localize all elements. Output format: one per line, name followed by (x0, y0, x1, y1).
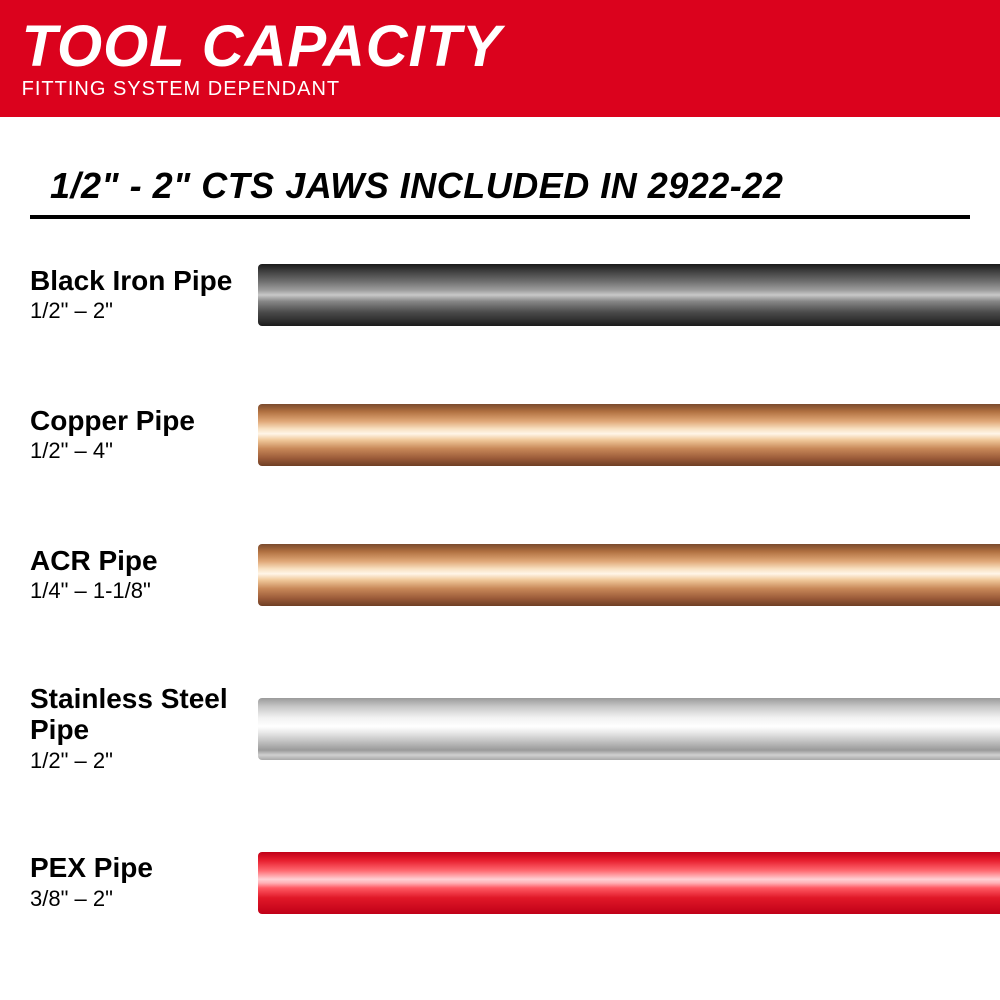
pipe-visual-col (258, 852, 1000, 914)
pipe-row: PEX Pipe 3/8" – 2" (0, 852, 1000, 914)
pipe-label-col: Black Iron Pipe 1/2" – 2" (30, 266, 258, 325)
pipe-visual-col (258, 544, 1000, 606)
pipe-bar-stainless (258, 698, 1000, 760)
pipe-label-col: Stainless Steel Pipe 1/2" – 2" (30, 684, 258, 774)
pipe-visual-col (258, 264, 1000, 326)
pipe-row: ACR Pipe 1/4" – 1-1/8" (0, 544, 1000, 606)
pipe-label-col: PEX Pipe 3/8" – 2" (30, 853, 258, 912)
header-inner: TOOL CAPACITY FITTING SYSTEM DEPENDANT (22, 18, 1000, 101)
pipe-bar-copper (258, 404, 1000, 466)
page-title: TOOL CAPACITY (22, 18, 1000, 76)
pipe-label-col: ACR Pipe 1/4" – 1-1/8" (30, 546, 258, 605)
page-subtitle: FITTING SYSTEM DEPENDANT (22, 78, 1000, 101)
pipe-list: Black Iron Pipe 1/2" – 2" Copper Pipe 1/… (0, 264, 1000, 914)
section-divider (30, 215, 970, 219)
header-banner: TOOL CAPACITY FITTING SYSTEM DEPENDANT (0, 0, 1000, 117)
pipe-range: 1/2" – 2" (30, 748, 258, 774)
pipe-bar-pex (258, 852, 1000, 914)
pipe-row: Copper Pipe 1/2" – 4" (0, 404, 1000, 466)
pipe-bar-acr (258, 544, 1000, 606)
pipe-range: 1/2" – 2" (30, 298, 258, 324)
pipe-range: 1/2" – 4" (30, 438, 258, 464)
pipe-range: 1/4" – 1-1/8" (30, 578, 258, 604)
pipe-visual-col (258, 698, 1000, 760)
pipe-row: Black Iron Pipe 1/2" – 2" (0, 264, 1000, 326)
pipe-name: PEX Pipe (30, 853, 258, 884)
pipe-name: Black Iron Pipe (30, 266, 258, 297)
pipe-visual-col (258, 404, 1000, 466)
pipe-name: Stainless Steel Pipe (30, 684, 258, 746)
pipe-name: ACR Pipe (30, 546, 258, 577)
pipe-range: 3/8" – 2" (30, 886, 258, 912)
pipe-bar-black-iron (258, 264, 1000, 326)
pipe-row: Stainless Steel Pipe 1/2" – 2" (0, 684, 1000, 774)
section-heading: 1/2" - 2" CTS JAWS INCLUDED IN 2922-22 (50, 165, 970, 207)
pipe-name: Copper Pipe (30, 406, 258, 437)
pipe-label-col: Copper Pipe 1/2" – 4" (30, 406, 258, 465)
